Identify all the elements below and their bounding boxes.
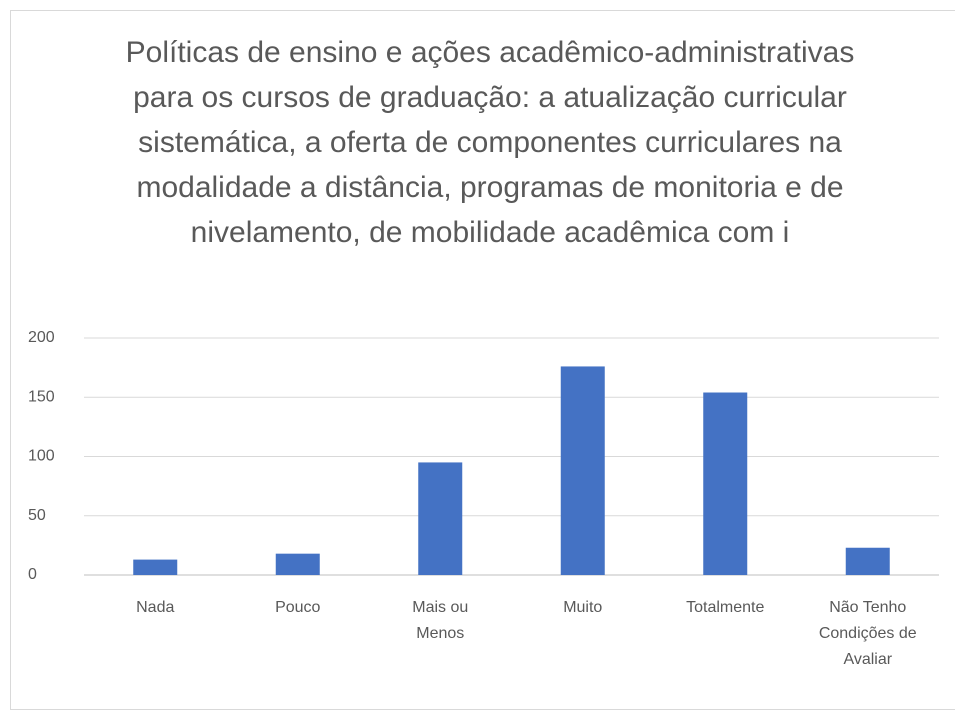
x-tick-label: Muito — [563, 599, 603, 616]
bar — [845, 547, 890, 575]
x-tick-label: Mais ou Menos — [412, 599, 469, 642]
x-tick-label: Não Tenho Condições de Avaliar — [818, 599, 917, 668]
x-tick-label: Nada — [136, 599, 175, 616]
x-tick-label: Pouco — [275, 599, 321, 616]
x-tick-label: Totalmente — [686, 599, 765, 616]
y-tick-label: 50 — [28, 507, 46, 524]
bar — [275, 553, 320, 575]
chart: Políticas de ensino e ações acadêmico-ad… — [10, 10, 955, 710]
bar — [560, 366, 605, 575]
y-tick-label: 0 — [28, 566, 37, 583]
y-tick-label: 150 — [28, 388, 55, 405]
bar — [418, 462, 463, 575]
y-tick-label: 200 — [28, 329, 55, 346]
plot: 0 50 100 150 200 — [28, 329, 939, 583]
chart-title: Políticas de ensino e ações acadêmico-ad… — [125, 36, 855, 249]
bar — [133, 559, 178, 575]
y-tick-label: 100 — [28, 448, 55, 465]
bar — [703, 392, 748, 575]
